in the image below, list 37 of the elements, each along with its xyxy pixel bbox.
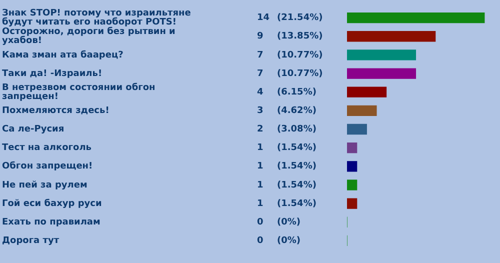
y-tick-label: Гой еси бахур руси <box>2 198 102 209</box>
text: 9 (13.85%) <box>257 32 323 42</box>
bar <box>347 86 387 98</box>
y-tick-label: Таки да! -Израиль! <box>2 68 102 79</box>
text: 1 (1.54%) <box>257 180 316 190</box>
y-tick-label: В нетрезвом состоянии обгон запрещен! <box>2 82 156 102</box>
text: 7 (10.77%) <box>257 68 323 79</box>
y-tick-label: Похмеляются здесь! <box>2 106 110 116</box>
y-tick-label: Кама зман ата баарец? <box>2 49 124 60</box>
text: 1 (1.54%) <box>257 198 316 209</box>
bar <box>347 105 377 116</box>
bar <box>347 12 485 24</box>
bar <box>347 68 416 79</box>
y-tick-label: Знак STOP! потому что израильтяне будут читать его наоборот POTS! <box>2 8 191 28</box>
text: 7 (10.77%) <box>257 50 323 60</box>
y-tick-label: Дорога тут <box>2 236 60 246</box>
text: 4 (6.15%) <box>257 87 316 98</box>
text: 2 (3.08%) <box>257 124 316 135</box>
y-tick-label: Са ле-Русия <box>2 124 64 135</box>
text: 1 (1.54%) <box>257 162 316 172</box>
y-tick-label: Ехать по правилам <box>2 217 100 228</box>
text: 0 (0%) <box>257 236 301 246</box>
y-tick-label: Осторожно, дороги без рытвин и ухабов! <box>2 26 176 46</box>
y-tick-label: Обгон запрещен! <box>2 160 93 172</box>
bar <box>347 142 358 154</box>
bar <box>347 31 436 42</box>
y-tick-label: Не пей за рулем <box>2 180 88 190</box>
text: 1 (1.54%) <box>257 143 316 154</box>
text: 0 (0%) <box>257 217 301 228</box>
bar <box>347 180 358 190</box>
text: 3 (4.62%) <box>257 106 316 116</box>
bar <box>347 50 416 60</box>
bar <box>347 161 358 172</box>
bar <box>347 198 358 209</box>
bar <box>347 124 367 135</box>
data-label: 14 (21.54%) <box>257 13 323 24</box>
y-tick-label: Тест на алкоголь <box>2 143 92 154</box>
